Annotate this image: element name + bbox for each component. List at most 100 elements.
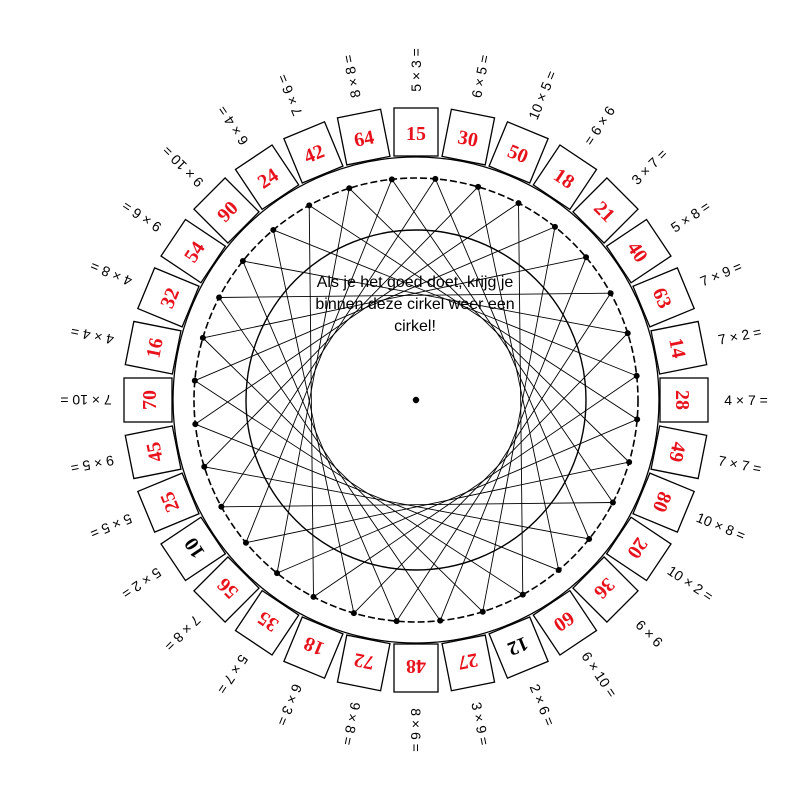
question-label: 5 × 5 = bbox=[88, 511, 134, 542]
answer-box-frame bbox=[488, 616, 549, 680]
question-label-group: 6 × 3 = bbox=[274, 682, 305, 728]
answer-box-frame bbox=[283, 120, 344, 184]
center-text-line-2: binnen deze cirkel weer een bbox=[315, 296, 515, 313]
answer-box: 30 bbox=[441, 108, 496, 166]
question-label-group: 10 × 2 = bbox=[665, 562, 717, 604]
answer-box: 36 bbox=[572, 556, 639, 623]
question-label: 5 × 2 = bbox=[119, 565, 164, 603]
string-line bbox=[242, 260, 398, 622]
answer-box: 50 bbox=[488, 120, 549, 184]
question-label-group: 10 × 8 = bbox=[694, 509, 748, 543]
answer-box-frame bbox=[605, 516, 672, 582]
answer-box-frame bbox=[605, 218, 672, 284]
answer-box-frame bbox=[336, 634, 391, 692]
string-line bbox=[313, 375, 637, 598]
question-label-group: 10 × 5 = bbox=[525, 68, 559, 122]
question-label: 6 × 5 = bbox=[468, 53, 492, 99]
question-label: 7 × 7 = bbox=[717, 452, 763, 476]
answer-box: 45 bbox=[124, 425, 182, 480]
answer-box-frame bbox=[532, 589, 598, 656]
string-line bbox=[194, 380, 524, 596]
center-instruction-text: Als je het goed doet, krijg je binnen de… bbox=[250, 272, 580, 338]
outer-ring bbox=[172, 156, 660, 644]
dashed-ring bbox=[193, 177, 639, 623]
ring-dot bbox=[437, 617, 444, 624]
string-line bbox=[218, 297, 441, 621]
ring-dot bbox=[519, 591, 526, 598]
answer-value: 70 bbox=[139, 390, 161, 410]
answer-box: 15 bbox=[393, 107, 439, 157]
string-line bbox=[245, 179, 393, 543]
question-label-group: 3 × 9 = bbox=[468, 701, 492, 747]
string-line bbox=[308, 205, 314, 597]
ring-dot bbox=[306, 202, 313, 209]
question-label: 7 × 2 = bbox=[717, 324, 763, 348]
answer-value: 28 bbox=[671, 390, 693, 410]
string-line bbox=[477, 186, 560, 571]
answer-box: 54 bbox=[160, 218, 227, 284]
question-label: 6 × 6 bbox=[632, 616, 666, 650]
answer-value: 64 bbox=[352, 126, 376, 151]
question-label-group: 8 × 6 = bbox=[408, 708, 424, 752]
answer-box: 12 bbox=[488, 616, 549, 680]
question-label: 10 × 2 = bbox=[665, 562, 717, 604]
question-label-group: 6 × 10 = bbox=[578, 649, 620, 701]
question-label: 6 × 3 = bbox=[274, 682, 305, 728]
question-label: 9 × 6 = bbox=[119, 198, 164, 236]
string-line bbox=[194, 226, 556, 382]
answer-box-frame bbox=[136, 267, 200, 328]
answer-box: 42 bbox=[283, 120, 344, 184]
question-label: 5 × 3 = bbox=[408, 48, 424, 92]
answer-box-frame bbox=[659, 377, 709, 423]
string-line bbox=[396, 292, 612, 622]
ring-dot bbox=[633, 372, 640, 379]
question-label-group: 9 × 10 = bbox=[159, 143, 207, 191]
question-label: 8 × 8 = bbox=[340, 53, 364, 99]
answer-box: 49 bbox=[650, 425, 708, 480]
answer-box-frame bbox=[234, 144, 300, 211]
string-line bbox=[518, 203, 524, 595]
answer-box: 64 bbox=[336, 108, 391, 166]
question-label: 3 × 7 = bbox=[628, 146, 670, 188]
answer-box-frame bbox=[393, 643, 439, 693]
answer-box: 18 bbox=[283, 616, 344, 680]
ring-dot bbox=[191, 377, 198, 384]
string-line bbox=[221, 502, 613, 508]
question-label-group: 4 × 4 = bbox=[69, 324, 115, 348]
answer-box: 40 bbox=[605, 218, 672, 284]
answer-box-frame bbox=[572, 177, 639, 244]
question-label: 10 × 5 = bbox=[525, 68, 559, 122]
answer-box: 28 bbox=[659, 377, 709, 423]
answer-box-frame bbox=[124, 425, 182, 480]
question-label: 10 × 8 = bbox=[694, 509, 748, 543]
question-label: 9 × 10 = bbox=[159, 143, 207, 191]
string-line bbox=[276, 188, 350, 574]
question-label: 7 × 9 = bbox=[698, 258, 744, 289]
question-label: 6 × 4 = bbox=[214, 103, 252, 148]
answer-box: 18 bbox=[532, 144, 598, 211]
string-line bbox=[245, 461, 630, 544]
answer-box-frame bbox=[193, 177, 260, 244]
string-line bbox=[434, 178, 590, 540]
answer-value: 30 bbox=[456, 126, 480, 151]
question-label-group: 5 × 7 = bbox=[214, 652, 252, 697]
answer-box-frame bbox=[572, 556, 639, 623]
answer-box: 90 bbox=[193, 177, 260, 244]
question-label-group: 8 × 8 = bbox=[340, 53, 364, 99]
ring-dot bbox=[270, 226, 277, 233]
ring-dot bbox=[551, 223, 558, 230]
ring-dot bbox=[607, 290, 614, 297]
answer-value: 72 bbox=[352, 648, 376, 673]
answer-box: 72 bbox=[336, 634, 391, 692]
ring-dot bbox=[393, 618, 400, 625]
question-label-group: 7 × 2 = bbox=[717, 324, 763, 348]
question-label-group: 9 × 6 = bbox=[119, 198, 164, 236]
question-label: 4 × 8 = bbox=[88, 258, 134, 289]
question-label-group: 5 × 3 = bbox=[408, 48, 424, 92]
string-line bbox=[276, 418, 638, 574]
ring-dot bbox=[475, 183, 482, 190]
answer-box-frame bbox=[393, 107, 439, 157]
ring-dot bbox=[586, 535, 593, 542]
